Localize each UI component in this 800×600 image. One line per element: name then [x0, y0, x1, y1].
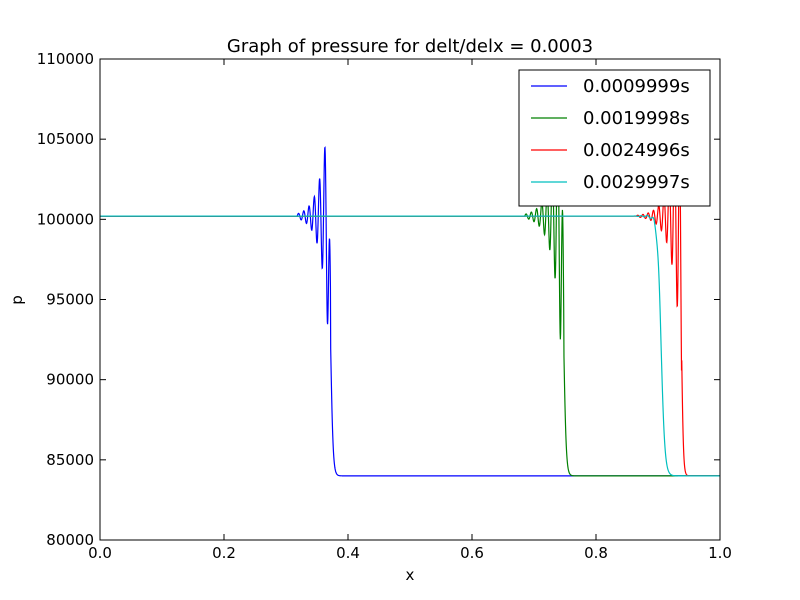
- x-tick-label: 0.0: [88, 544, 112, 562]
- y-tick-label: 80000: [46, 531, 94, 549]
- legend-entry: 0.0009999s: [583, 76, 690, 97]
- series-layer: [100, 134, 720, 477]
- legend-entry: 0.0024996s: [583, 140, 690, 161]
- x-tick-label: 0.8: [584, 544, 608, 562]
- x-tick-label: 0.6: [460, 544, 484, 562]
- x-tick-label: 0.2: [212, 544, 236, 562]
- y-tick-label: 100000: [37, 210, 94, 228]
- x-tick-label: 0.4: [336, 544, 360, 562]
- y-tick-label: 90000: [46, 371, 94, 389]
- legend-entry: 0.0019998s: [583, 108, 690, 129]
- chart-title: Graph of pressure for delt/delx = 0.0003: [227, 36, 593, 57]
- ticks-layer: 0.0 0.2 0.4 0.6 0.8 1.0 80000 85000 90000 95000 10…: [37, 50, 732, 562]
- series-line-4: [100, 214, 720, 477]
- x-tick-label: 1.0: [708, 544, 732, 562]
- x-axis-label: x: [406, 566, 415, 584]
- y-tick-label: 105000: [37, 130, 94, 148]
- y-tick-label: 110000: [37, 50, 94, 68]
- legend-box: [518, 69, 711, 207]
- legend-entry: 0.0029997s: [583, 172, 690, 193]
- y-tick-label: 95000: [46, 291, 94, 309]
- y-tick-label: 85000: [46, 451, 94, 469]
- legend: 0.0009999s 0.0019998s 0.0024996s 0.0029997s: [518, 69, 711, 207]
- y-axis-label: p: [8, 295, 26, 305]
